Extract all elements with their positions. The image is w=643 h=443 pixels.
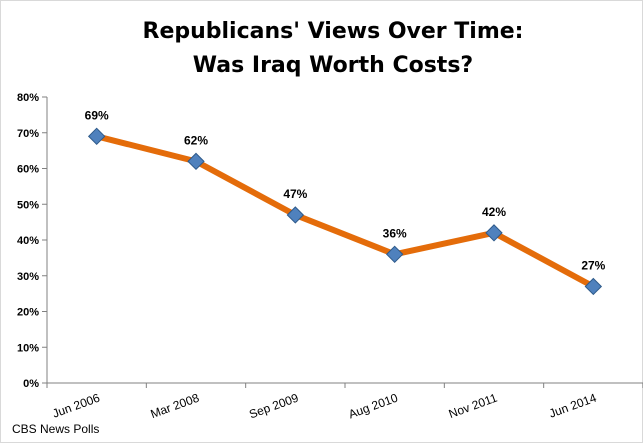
y-axis-ticks: 0% 10% 20% 30% 40% 50% 60% 70% 80% <box>17 92 47 390</box>
y-tick-label: 20% <box>17 307 39 319</box>
x-axis-ticks: Jun 2006 Mar 2008 Sep 2009 Aug 2010 Nov 2011… <box>46 383 643 422</box>
data-point-marker <box>286 206 305 224</box>
y-tick-label: 60% <box>17 164 39 176</box>
y-tick-label: 10% <box>17 342 39 354</box>
data-label: 42% <box>482 205 506 219</box>
x-tick-label: Sep 2009 <box>247 391 300 422</box>
data-label: 47% <box>283 187 307 201</box>
axes <box>46 97 643 384</box>
y-tick-label: 30% <box>17 271 39 283</box>
data-label: 36% <box>383 226 407 240</box>
data-point-marker <box>485 224 503 242</box>
y-tick-label: 80% <box>17 92 39 104</box>
data-point-marker <box>584 277 603 296</box>
data-point-marker <box>187 152 205 171</box>
y-tick-label: 0% <box>23 378 39 390</box>
data-label: 27% <box>581 258 605 272</box>
y-tick-label: 50% <box>17 199 39 211</box>
data-labels: 69% 62% 47% 36% 42% 27% <box>85 108 606 272</box>
chart-title-line-2: Was Iraq Worth Costs? <box>193 53 473 78</box>
x-tick-label: Jun 2014 <box>547 391 598 421</box>
source-note: CBS News Polls <box>12 422 99 436</box>
x-tick-label: Mar 2008 <box>149 391 202 422</box>
data-point-marker <box>87 127 106 146</box>
chart-title-line-1: Republicans' Views Over Time: <box>143 19 524 44</box>
y-tick-label: 40% <box>17 235 39 247</box>
data-point-marker <box>385 245 404 264</box>
data-label: 62% <box>184 133 208 147</box>
series-line <box>93 133 597 290</box>
x-tick-label: Jun 2006 <box>50 391 101 421</box>
x-tick-label: Nov 2011 <box>447 391 500 422</box>
y-tick-label: 70% <box>17 128 39 140</box>
data-label: 69% <box>85 108 109 122</box>
series-republicans <box>87 127 603 296</box>
x-tick-label: Aug 2010 <box>347 391 400 422</box>
